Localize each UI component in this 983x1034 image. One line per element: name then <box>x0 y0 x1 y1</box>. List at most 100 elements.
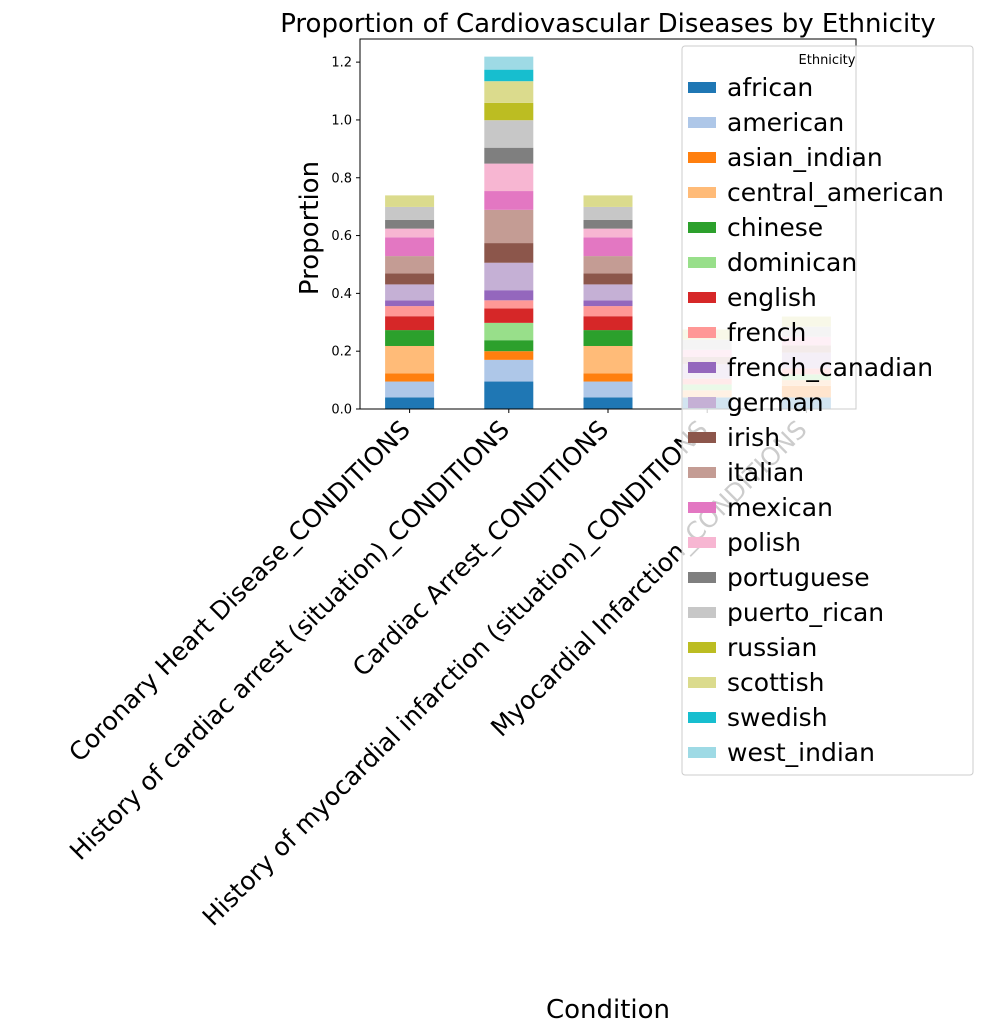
bar-segment-french-2 <box>583 306 633 317</box>
legend-swatch-asian_indian <box>688 152 716 163</box>
bar-segment-irish-2 <box>583 273 633 285</box>
legend-label-scottish: scottish <box>727 668 825 697</box>
legend-label-french: french <box>727 318 806 347</box>
bar-segment-scottish-0 <box>385 195 435 207</box>
legend-label-italian: italian <box>727 458 804 487</box>
bar-segment-chinese-0 <box>385 330 435 346</box>
bar-segment-english-0 <box>385 316 435 331</box>
y-tick-label: 1.0 <box>331 113 352 128</box>
bar-segment-french_canadian-1 <box>484 290 534 301</box>
bar-segment-mexican-0 <box>385 237 435 257</box>
y-tick-label: 0.8 <box>331 171 352 186</box>
legend-swatch-american <box>688 117 716 128</box>
bar-segment-french-1 <box>484 300 534 309</box>
bar-segment-central_american-0 <box>385 345 435 374</box>
legend-label-mexican: mexican <box>727 493 833 522</box>
bar-segment-german-0 <box>385 284 435 301</box>
bar-segment-chinese-1 <box>484 340 534 352</box>
legend-label-chinese: chinese <box>727 213 823 242</box>
bar-segment-american-0 <box>385 381 435 398</box>
y-tick-label: 0.2 <box>331 345 352 360</box>
bar-segment-portuguese-2 <box>583 219 633 229</box>
bar-segment-american-2 <box>583 381 633 398</box>
bar-segment-english-1 <box>484 308 534 323</box>
bar-segment-italian-0 <box>385 256 435 274</box>
legend-label-french_canadian: french_canadian <box>727 353 933 382</box>
bar-segment-english-2 <box>583 316 633 331</box>
bar-segment-scottish-1 <box>484 81 534 103</box>
legend-swatch-swedish <box>688 712 716 723</box>
bar-segment-west_indian-1 <box>484 56 534 70</box>
legend-swatch-mexican <box>688 502 716 513</box>
legend-label-asian_indian: asian_indian <box>727 143 883 172</box>
y-axis: 0.0 0.2 0.4 0.6 0.8 1.0 1.2 <box>331 56 360 418</box>
x-tick-label: History of cardiac arrest (situation)_CO… <box>64 415 515 866</box>
bar-segment-german-2 <box>583 284 633 301</box>
bar-segment-italian-1 <box>484 209 534 244</box>
bar-segment-german-1 <box>484 262 534 291</box>
bar-segment-scottish-2 <box>583 195 633 207</box>
bar-segment-mexican-1 <box>484 191 534 210</box>
legend-label-american: american <box>727 108 844 137</box>
bar-segment-portuguese-0 <box>385 219 435 229</box>
bar-segment-american-1 <box>484 359 534 382</box>
legend-swatch-african <box>688 82 716 93</box>
bar-segment-italian-2 <box>583 256 633 274</box>
legend-label-polish: polish <box>727 528 801 557</box>
bar-segment-african-1 <box>484 381 534 409</box>
y-tick-label: 1.2 <box>331 56 352 71</box>
legend-swatch-italian <box>688 467 716 478</box>
legend-frame <box>681 45 974 776</box>
y-tick-label: 0.4 <box>331 287 352 302</box>
legend-label-german: german <box>727 388 824 417</box>
bar-segment-mexican-2 <box>583 237 633 257</box>
bar-segment-puerto_rican-1 <box>484 120 534 148</box>
legend-label-russian: russian <box>727 633 817 662</box>
chart-title: Proportion of Cardiovascular Diseases by… <box>280 9 936 39</box>
legend-label-puerto_rican: puerto_rican <box>727 598 884 627</box>
bar-segment-chinese-2 <box>583 330 633 346</box>
legend-swatch-puerto_rican <box>688 607 716 618</box>
bar-segment-polish-0 <box>385 228 435 238</box>
legend-swatch-dominican <box>688 257 716 268</box>
y-tick-label: 0.6 <box>331 229 352 244</box>
bar-segment-asian_indian-0 <box>385 373 435 382</box>
bar-segment-swedish-1 <box>484 69 534 82</box>
bar-segment-puerto_rican-0 <box>385 206 435 220</box>
legend-swatch-chinese <box>688 222 716 233</box>
bar-segment-french-0 <box>385 306 435 317</box>
legend-swatch-scottish <box>688 677 716 688</box>
legend-label-irish: irish <box>727 423 780 452</box>
bar-segment-asian_indian-1 <box>484 351 534 360</box>
legend-swatch-french_canadian <box>688 362 716 373</box>
y-axis-label: Proportion <box>295 161 325 295</box>
bar-segment-polish-2 <box>583 228 633 238</box>
legend-swatch-german <box>688 397 716 408</box>
bar-segment-russian-1 <box>484 102 534 121</box>
legend-swatch-central_american <box>688 187 716 198</box>
bar-segment-portuguese-1 <box>484 147 534 164</box>
legend-title: Ethnicity <box>799 53 856 68</box>
bar-segment-dominican-1 <box>484 322 534 341</box>
bar-segment-african-2 <box>583 397 633 409</box>
legend-label-west_indian: west_indian <box>727 738 875 767</box>
legend-swatch-west_indian <box>688 747 716 758</box>
bar-segment-polish-1 <box>484 163 534 192</box>
bar-segment-puerto_rican-2 <box>583 206 633 220</box>
y-tick-label: 0.0 <box>331 403 352 418</box>
legend-label-central_american: central_american <box>727 178 944 207</box>
bar-segment-french_canadian-2 <box>583 300 633 307</box>
legend-label-swedish: swedish <box>727 703 828 732</box>
bar-segment-irish-1 <box>484 243 534 263</box>
bar-segment-central_american-2 <box>583 345 633 374</box>
legend-label-african: african <box>727 73 813 102</box>
legend: Ethnicity african american asian_indiancen… <box>681 45 974 776</box>
legend-label-portuguese: portuguese <box>727 563 870 592</box>
bar-segment-asian_indian-2 <box>583 373 633 382</box>
x-axis-label: Condition <box>546 995 670 1025</box>
legend-swatch-polish <box>688 537 716 548</box>
x-tick-label: Coronary Heart Disease_CONDITIONS <box>63 415 416 768</box>
legend-swatch-french <box>688 327 716 338</box>
legend-swatch-portuguese <box>688 572 716 583</box>
